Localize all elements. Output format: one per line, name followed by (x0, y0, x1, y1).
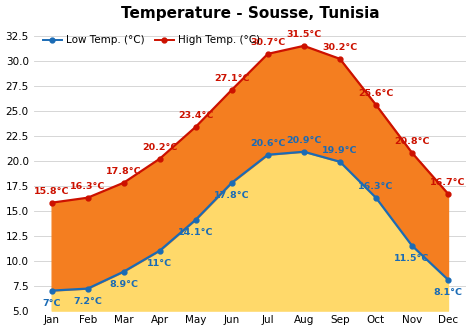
Text: 16.3°C: 16.3°C (70, 182, 105, 191)
Text: 8.1°C: 8.1°C (434, 288, 463, 297)
Text: 16.7°C: 16.7°C (430, 178, 466, 187)
Text: 7°C: 7°C (43, 299, 61, 308)
Text: 30.7°C: 30.7°C (250, 38, 285, 47)
Text: 20.2°C: 20.2°C (142, 143, 177, 152)
Legend: Low Temp. (°C), High Temp. (°C): Low Temp. (°C), High Temp. (°C) (39, 31, 264, 49)
Text: 31.5°C: 31.5°C (286, 30, 321, 39)
Text: 7.2°C: 7.2°C (73, 297, 102, 306)
Text: 20.6°C: 20.6°C (250, 139, 285, 148)
Text: 20.9°C: 20.9°C (286, 136, 321, 145)
Text: 8.9°C: 8.9°C (109, 280, 138, 289)
Text: 11.5°C: 11.5°C (394, 254, 429, 263)
Text: 25.6°C: 25.6°C (358, 89, 393, 98)
Text: 19.9°C: 19.9°C (322, 146, 358, 155)
Text: 20.8°C: 20.8°C (394, 137, 430, 146)
Text: 15.8°C: 15.8°C (34, 187, 69, 196)
Text: 23.4°C: 23.4°C (178, 111, 213, 120)
Text: 16.3°C: 16.3°C (358, 182, 393, 191)
Text: 30.2°C: 30.2°C (322, 43, 357, 52)
Title: Temperature - Sousse, Tunisia: Temperature - Sousse, Tunisia (120, 6, 379, 21)
Text: 17.8°C: 17.8°C (214, 191, 250, 200)
Text: 11°C: 11°C (147, 259, 173, 268)
Text: 17.8°C: 17.8°C (106, 167, 142, 176)
Text: 27.1°C: 27.1°C (214, 74, 250, 83)
Text: 14.1°C: 14.1°C (178, 228, 214, 237)
